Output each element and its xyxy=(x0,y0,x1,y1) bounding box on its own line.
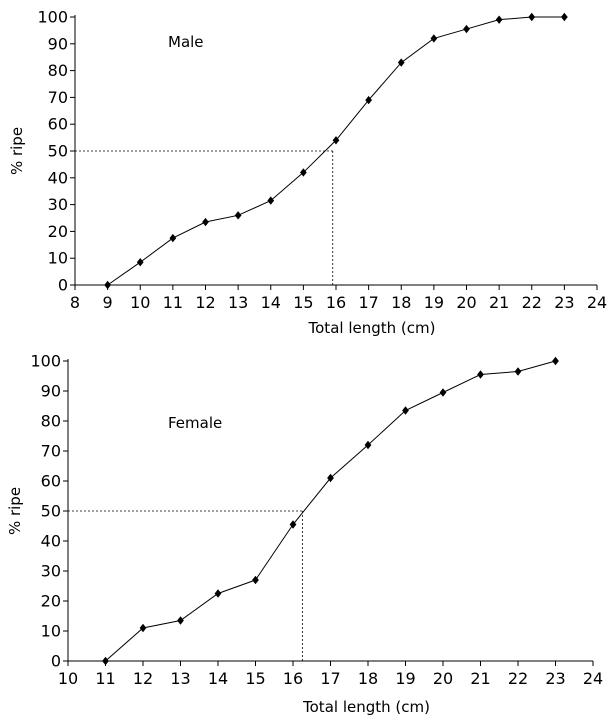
male-annotation: Male xyxy=(168,33,204,51)
male-x-tick-label: 18 xyxy=(391,293,411,312)
female-y-tick-label: 80 xyxy=(41,412,61,431)
male-x-tick-label: 12 xyxy=(195,293,215,312)
female-x-tick-label: 12 xyxy=(133,669,153,688)
male-y-tick-label: 70 xyxy=(48,88,68,107)
male-y-tick-label: 90 xyxy=(48,34,68,53)
male-data-point xyxy=(136,258,144,267)
male-x-tick-label: 9 xyxy=(103,293,113,312)
male-y-tick-label: 20 xyxy=(48,222,68,241)
male-y-tick-label: 10 xyxy=(48,249,68,268)
female-y-tick-label: 100 xyxy=(30,352,61,371)
male-y-tick-label: 40 xyxy=(48,168,68,187)
female-y-tick-label: 90 xyxy=(41,382,61,401)
male-data-point xyxy=(495,15,503,24)
male-data-point xyxy=(463,24,470,34)
male-data-point xyxy=(332,136,340,145)
male-y-tick-label: 100 xyxy=(37,8,68,27)
male-y-tick-label: 30 xyxy=(48,195,68,214)
female-y-tick-label: 20 xyxy=(41,592,61,611)
male-x-tick-label: 17 xyxy=(358,293,378,312)
male-data-point xyxy=(104,280,111,290)
male-x-tick-label: 23 xyxy=(554,293,574,312)
male-y-tick-label: 50 xyxy=(48,142,68,161)
female-x-tick-label: 14 xyxy=(208,669,228,688)
female-x-tick-label: 22 xyxy=(508,669,528,688)
male-data-point xyxy=(234,211,242,220)
male-chart: 0 10 20 30 40 50 60 70 80 90 100 8 9 10 11 12 13 14 15 16 17… xyxy=(8,8,607,338)
male-y-axis-title: % ripe xyxy=(8,127,26,175)
female-x-axis-title: Total length (cm) xyxy=(302,698,430,716)
female-x-tick-label: 17 xyxy=(320,669,340,688)
male-data-point xyxy=(365,95,372,105)
male-y-tick-label: 60 xyxy=(48,115,68,134)
female-y-tick-label: 0 xyxy=(51,652,61,671)
female-data-point xyxy=(177,616,184,625)
male-x-tick-label: 10 xyxy=(130,293,150,312)
male-y-tick-label: 0 xyxy=(58,276,68,295)
female-data-point xyxy=(439,388,447,397)
male-y-tick-label: 80 xyxy=(48,61,68,80)
male-x-tick-label: 21 xyxy=(489,293,509,312)
female-y-tick-label: 10 xyxy=(41,622,61,641)
male-x-tick-label: 24 xyxy=(587,293,607,312)
female-y-tick-label: 30 xyxy=(41,562,61,581)
male-data-point xyxy=(430,34,438,43)
male-x-tick-label: 19 xyxy=(424,293,444,312)
female-data-point xyxy=(552,356,559,366)
male-data-point xyxy=(267,196,275,205)
male-x-tick-label: 15 xyxy=(293,293,313,312)
female-x-tick-label: 24 xyxy=(583,669,603,688)
female-y-tick-label: 40 xyxy=(41,532,61,551)
female-data-point xyxy=(477,370,484,379)
female-x-tick-label: 11 xyxy=(95,669,115,688)
female-y-tick-label: 70 xyxy=(41,442,61,461)
female-data-point xyxy=(102,656,109,666)
male-data-point xyxy=(202,217,209,227)
female-x-tick-label: 15 xyxy=(245,669,265,688)
female-x-tick-label: 10 xyxy=(58,669,78,688)
female-x-tick-label: 13 xyxy=(170,669,190,688)
male-x-axis-title: Total length (cm) xyxy=(308,319,436,337)
male-x-tick-label: 20 xyxy=(456,293,476,312)
female-data-point xyxy=(364,440,372,450)
female-x-tick-label: 19 xyxy=(395,669,415,688)
female-x-tick-label: 18 xyxy=(358,669,378,688)
female-data-point xyxy=(327,473,334,483)
male-data-point xyxy=(561,12,568,22)
female-y-tick-label: 50 xyxy=(41,502,61,521)
male-data-point xyxy=(397,58,405,67)
female-data-point xyxy=(289,520,297,529)
female-data-point xyxy=(252,575,259,585)
male-x-tick-label: 16 xyxy=(326,293,346,312)
female-data-point xyxy=(514,367,522,376)
female-x-tick-label: 23 xyxy=(545,669,565,688)
female-data-point xyxy=(139,623,147,633)
female-data-point xyxy=(402,406,409,415)
female-x-tick-label: 21 xyxy=(470,669,490,688)
female-y-tick-label: 60 xyxy=(41,472,61,491)
male-x-tick-label: 22 xyxy=(522,293,542,312)
male-data-point xyxy=(528,12,536,22)
male-x-tick-label: 11 xyxy=(163,293,183,312)
male-data-point xyxy=(300,168,307,177)
male-data-point xyxy=(169,233,177,243)
female-annotation: Female xyxy=(168,414,222,432)
female-y-axis-title: % ripe xyxy=(6,487,24,535)
female-x-tick-label: 20 xyxy=(433,669,453,688)
female-data-point xyxy=(214,589,222,598)
male-x-tick-label: 8 xyxy=(70,293,80,312)
male-x-tick-label: 13 xyxy=(228,293,248,312)
female-x-tick-label: 16 xyxy=(283,669,303,688)
male-x-tick-label: 14 xyxy=(261,293,281,312)
